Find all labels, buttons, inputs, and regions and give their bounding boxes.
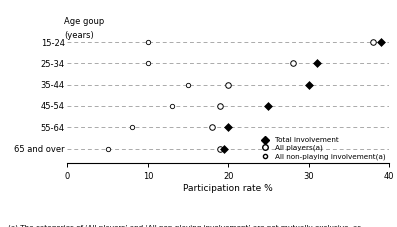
Point — [209, 126, 215, 129]
Point — [289, 62, 296, 65]
Point — [145, 40, 151, 44]
Point — [370, 40, 376, 44]
Point — [221, 147, 227, 150]
Point — [169, 104, 175, 108]
Text: (years): (years) — [64, 31, 94, 40]
Point — [225, 83, 231, 86]
Point — [217, 104, 224, 108]
Point — [378, 40, 384, 44]
Point — [225, 126, 231, 129]
Point — [129, 126, 135, 129]
Point — [314, 62, 320, 65]
X-axis label: Participation rate %: Participation rate % — [183, 184, 273, 193]
Point — [265, 104, 272, 108]
Text: (a) The categories of ‘All players’ and ‘All non-playing involvement’ are not mu: (a) The categories of ‘All players’ and … — [8, 225, 361, 227]
Legend: Total involvement, All players(a), All non-playing involvement(a): Total involvement, All players(a), All n… — [258, 137, 385, 160]
Text: Age goup: Age goup — [64, 17, 104, 26]
Point — [145, 62, 151, 65]
Point — [104, 147, 111, 150]
Point — [185, 83, 191, 86]
Point — [306, 83, 312, 86]
Point — [217, 147, 224, 150]
